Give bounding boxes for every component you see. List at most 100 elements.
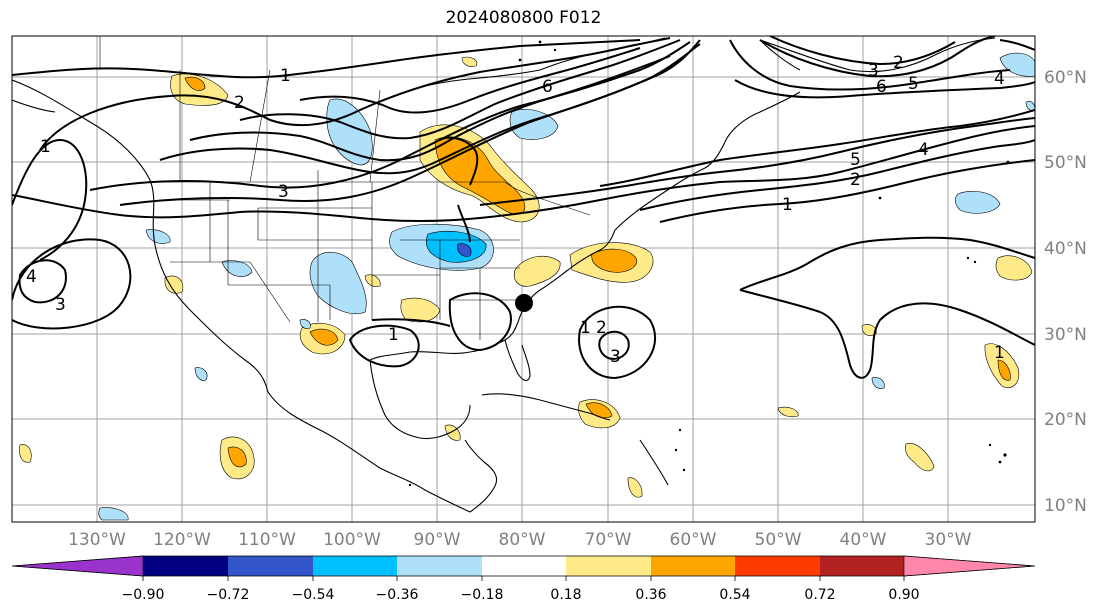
filled-contours <box>19 52 1035 521</box>
negative-anomaly-small-5 <box>194 367 208 381</box>
contour-1-c <box>659 159 1035 223</box>
lat-label: 30°N <box>1044 325 1087 345</box>
positive-anomaly-small-3 <box>164 275 184 294</box>
contour-pacific-low-inner <box>18 259 67 304</box>
negative-anomaly-small-2 <box>145 229 171 244</box>
contour-6 <box>299 47 641 114</box>
negative-anomaly-north-atlantic <box>954 191 1001 214</box>
positive-anomaly-canada-west-core <box>184 76 206 91</box>
negative-anomaly-midwest-core <box>426 230 487 263</box>
contour-pacific-low-outer <box>12 238 132 330</box>
positive-anomaly-pacific-core <box>227 446 247 468</box>
contour-label: 4 <box>994 69 1005 89</box>
negative-anomaly-small-1 <box>221 260 253 277</box>
positive-anomaly-atlantic-core <box>591 248 638 273</box>
lon-label: 100°W <box>323 530 381 550</box>
lon-label: 60°W <box>670 530 717 550</box>
lon-label: 30°W <box>925 530 972 550</box>
contour-ne-5 <box>999 39 1035 51</box>
contour-gl-1 <box>439 136 479 186</box>
positive-anomaly-north-atlantic <box>995 255 1033 281</box>
negative-anomaly-small-4 <box>871 377 885 389</box>
black-dot-marker <box>515 294 533 312</box>
contour-label: 3 <box>610 347 621 367</box>
lon-label: 70°W <box>585 530 632 550</box>
positive-anomaly-small-9 <box>461 56 478 67</box>
contour-label: 2 <box>850 170 861 190</box>
colorbar-tick-label: −0.54 <box>292 587 335 603</box>
colorbar-tick-label: −0.36 <box>376 587 419 603</box>
contour-atlantic-high-inner <box>598 330 630 360</box>
islands <box>408 40 1010 487</box>
colorbar: −0.90 −0.72 −0.54 −0.36 −0.18 0.18 0.36 … <box>11 555 1036 603</box>
colorbar-tick-label: 0.36 <box>635 587 666 603</box>
map-title: 2024080800 F012 <box>445 8 602 28</box>
contour-label: 1 <box>40 137 51 157</box>
colorbar-bin <box>820 556 904 576</box>
colorbar-bin <box>228 556 313 576</box>
negative-anomaly-rockies <box>309 251 367 315</box>
negative-anomaly-small-7 <box>1025 100 1035 111</box>
lat-label: 10°N <box>1044 496 1087 516</box>
contour-1-north <box>12 39 641 79</box>
contour-label: 3 <box>55 295 66 315</box>
positive-anomaly-small-2 <box>627 477 643 498</box>
contour-label: 1 <box>580 318 591 338</box>
contour-label: 5 <box>908 74 919 94</box>
political-boundaries <box>99 36 591 340</box>
positive-anomaly-small-1 <box>904 442 935 472</box>
colorbar-tick-label: −0.18 <box>461 587 504 603</box>
contour-5-c <box>599 109 1035 187</box>
contour-mid-atlantic <box>739 236 1035 291</box>
colorbar-tick-label: −0.72 <box>207 587 250 603</box>
contour-ne-1 <box>759 36 996 78</box>
contour-label: 4 <box>918 140 929 160</box>
lon-label: 120°W <box>153 530 211 550</box>
negative-anomaly-small-3 <box>98 507 129 521</box>
contour-4-c <box>479 117 1035 206</box>
lon-label: 80°W <box>499 530 546 550</box>
contour-label: 1 <box>782 195 793 215</box>
contour-label: 6 <box>876 77 887 97</box>
colorbar-upper-extension <box>903 555 1036 577</box>
lon-label: 50°W <box>755 530 802 550</box>
colorbar-lower-extension <box>11 555 144 577</box>
colorbar-bin <box>482 556 566 576</box>
contour-atlantic-high <box>578 305 656 380</box>
positive-anomaly-mid-atlantic <box>513 255 561 287</box>
contour-mid-atlantic-b <box>739 289 1035 379</box>
contour-3-a <box>89 41 691 191</box>
colorbar-bin <box>313 556 397 576</box>
contour-gl-2 <box>457 204 471 243</box>
contour-gulf-1 <box>348 324 420 368</box>
longitude-labels: 130°W 120°W 110°W 100°W 90°W 80°W 70°W 6… <box>68 530 972 550</box>
lon-label: 110°W <box>238 530 296 550</box>
positive-anomaly-east-atlantic-core <box>997 359 1011 381</box>
colorbar-tick-label: 0.90 <box>888 587 919 603</box>
contour-label: 3 <box>868 61 879 81</box>
contour-gulf-3 <box>371 318 451 327</box>
colorbar-bin <box>651 556 735 576</box>
contour-lines <box>12 36 1035 380</box>
lon-label: 40°W <box>840 530 887 550</box>
positive-anomaly-small-4 <box>19 444 32 463</box>
colorbar-tick-label: 0.54 <box>719 587 750 603</box>
contour-label: 1 <box>280 66 291 86</box>
contour-4-a <box>159 39 701 175</box>
positive-anomaly-small-6 <box>861 324 877 336</box>
contour-label: 1 <box>994 343 1005 363</box>
colorbar-bin <box>397 556 482 576</box>
contour-gulf-2 <box>448 292 512 352</box>
colorbar-tick-label: 0.18 <box>550 587 581 603</box>
lat-label: 50°N <box>1044 153 1087 173</box>
positive-anomaly-small-5 <box>777 406 799 418</box>
negative-anomaly-greenland <box>999 52 1035 77</box>
contour-label-group: 1 2 3 1 4 3 6 1 2 5 4 2 3 6 5 4 1 1 2 3 … <box>26 53 1005 367</box>
contour-3-c <box>12 125 1035 222</box>
contour-5 <box>239 39 681 140</box>
contour-2-c <box>639 139 1035 211</box>
contour-label: 6 <box>542 77 553 97</box>
contour-ne-4 <box>734 79 1035 99</box>
colorbar-tick-label: 0.72 <box>804 587 835 603</box>
colorbar-bin <box>143 556 228 576</box>
